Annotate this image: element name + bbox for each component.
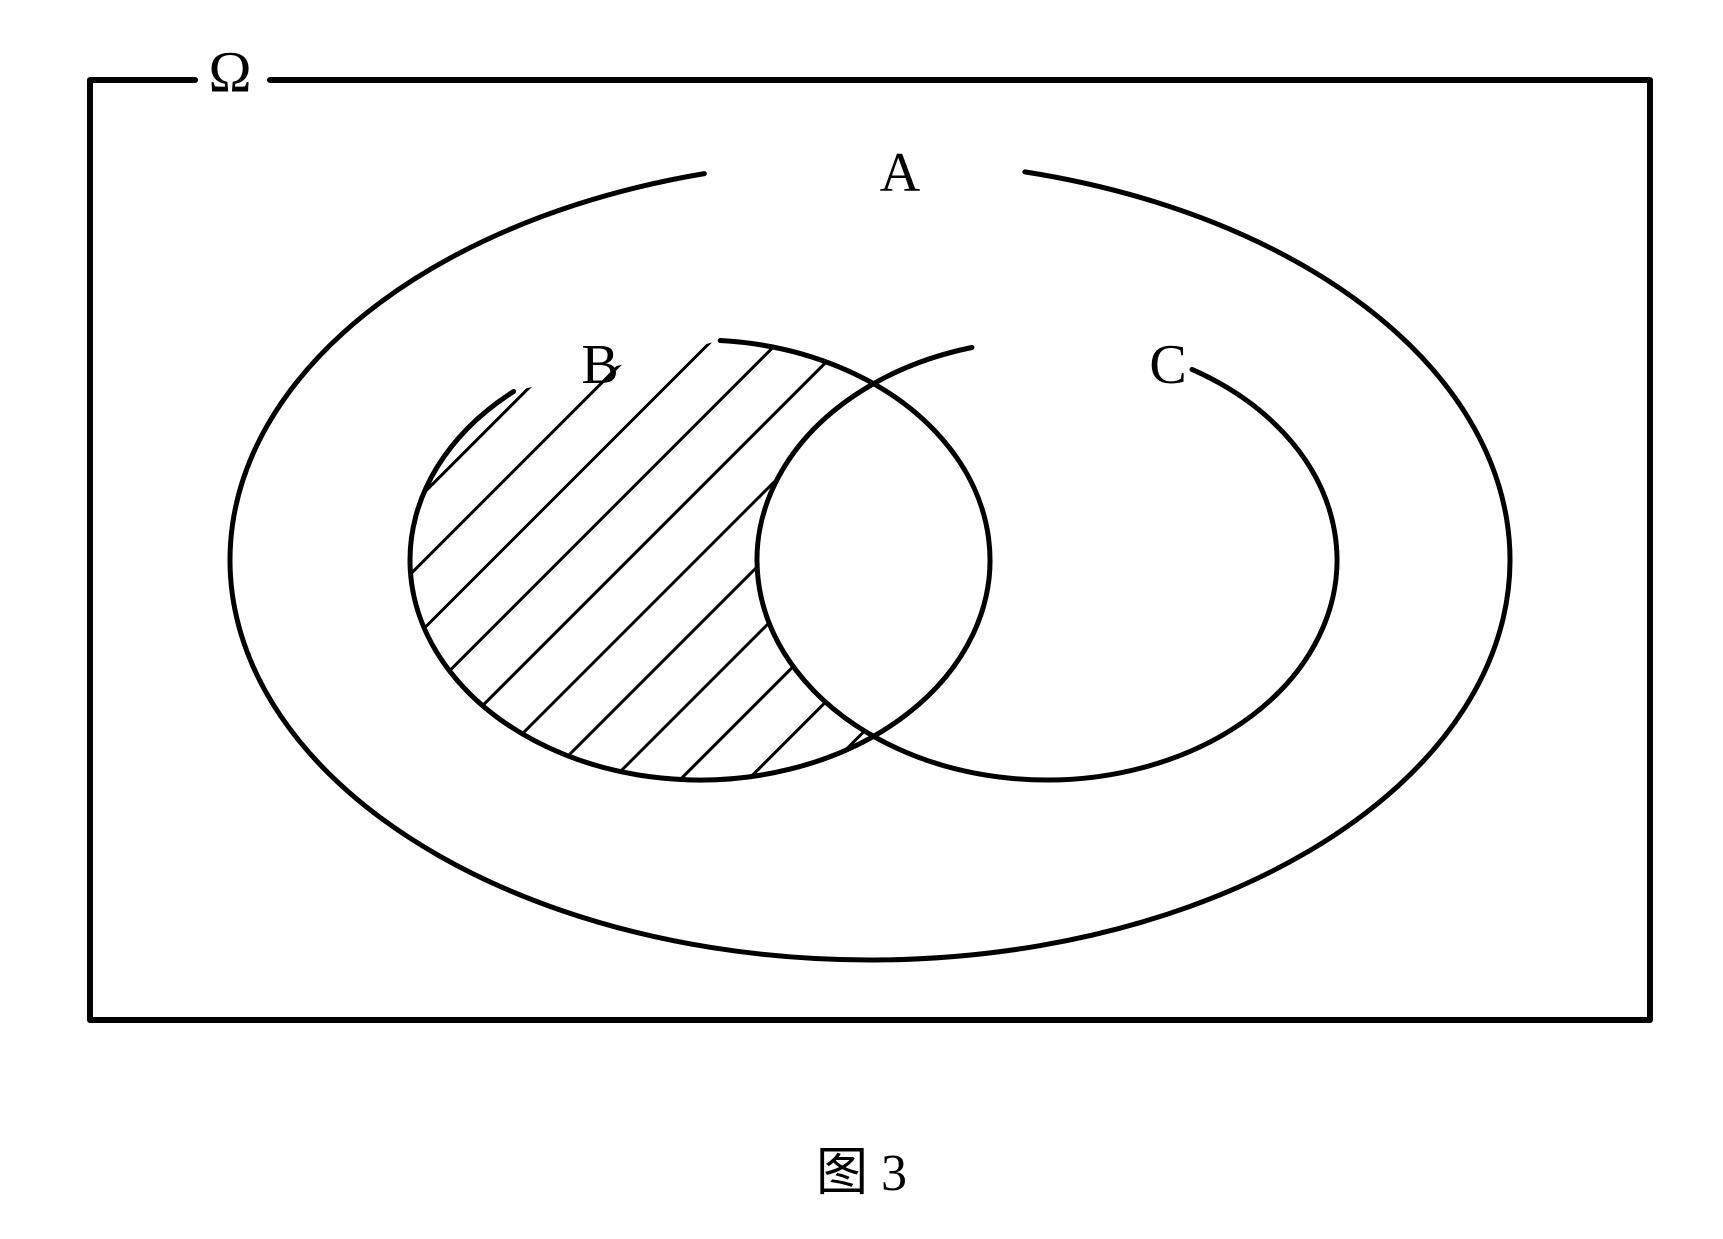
figure-caption: 图 3 xyxy=(816,1130,907,1205)
set-c-label: C xyxy=(1149,334,1186,396)
venn-diagram: Ω A B C xyxy=(60,40,1660,1040)
venn-svg: Ω A B C xyxy=(60,40,1660,1040)
set-a-label: A xyxy=(880,142,921,204)
set-b-label: B xyxy=(581,334,618,396)
hatched-region-b-minus-c xyxy=(400,330,1000,790)
universe-label: Ω xyxy=(208,40,251,104)
